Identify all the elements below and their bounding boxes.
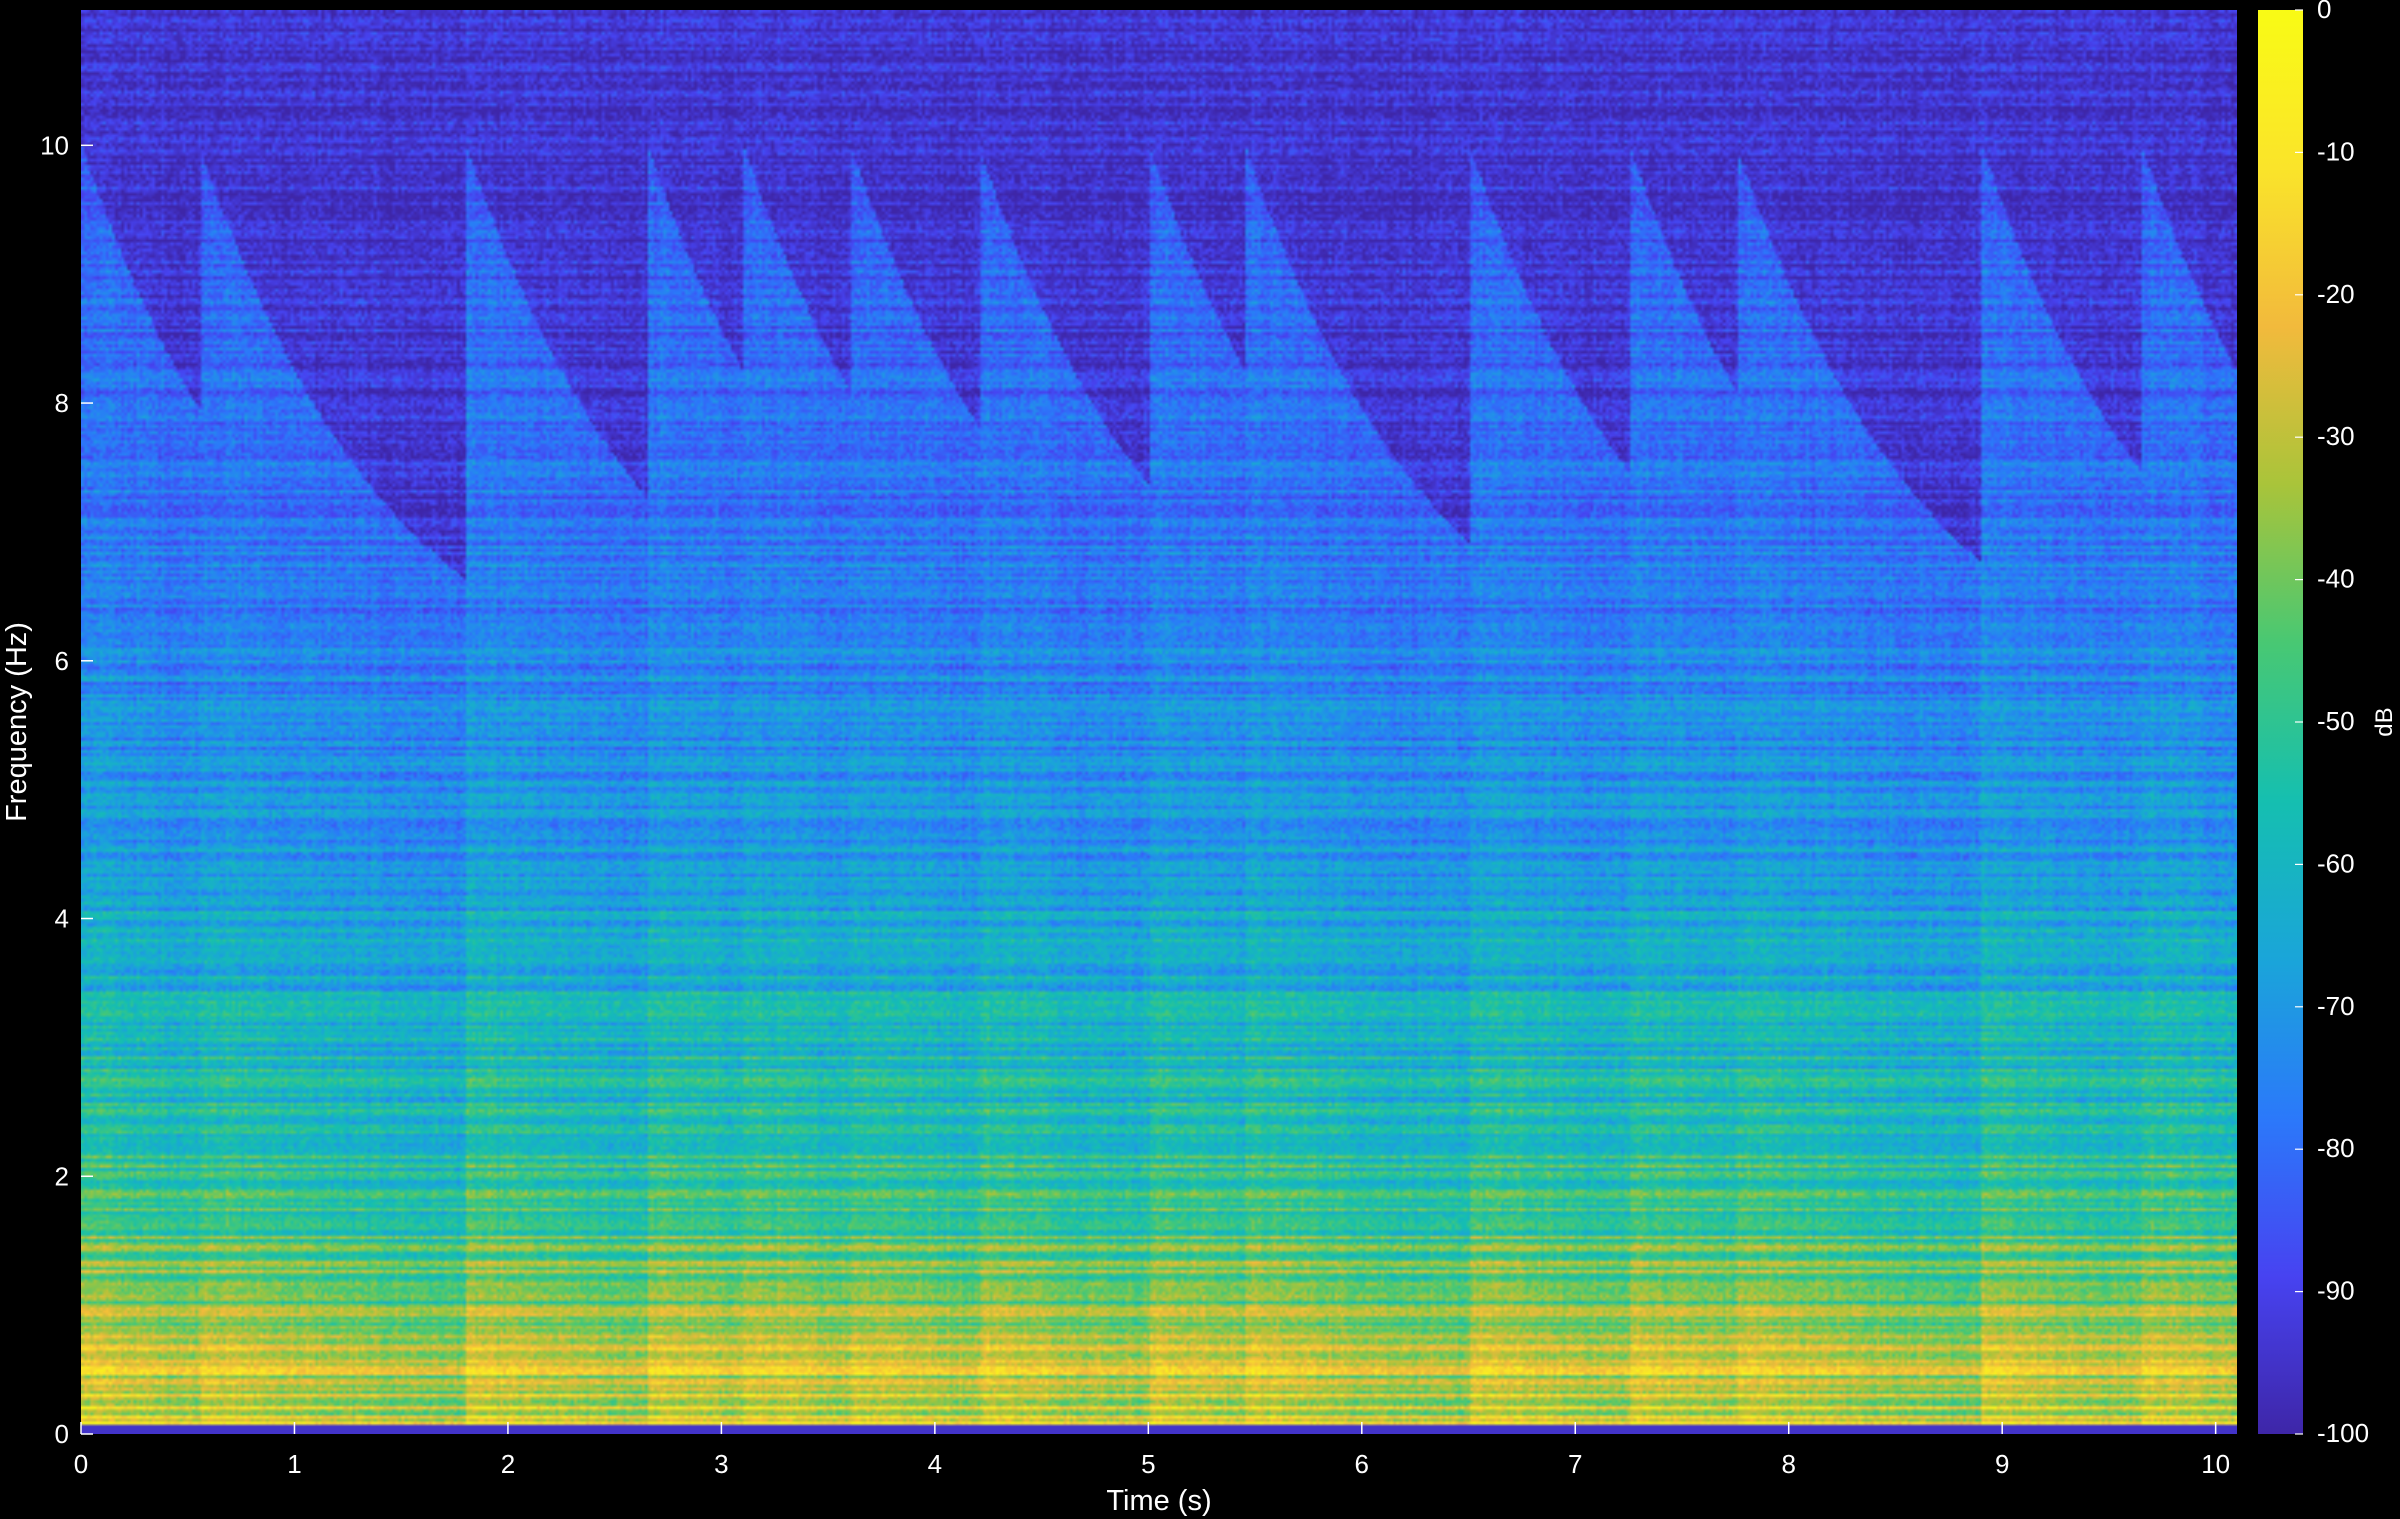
- x-tick-label: 9: [1995, 1449, 2009, 1479]
- colorbar-tick-label: -20: [2317, 279, 2355, 309]
- colorbar-tick-label: -60: [2317, 848, 2355, 878]
- x-tick-label: 10: [2201, 1449, 2230, 1479]
- plot-area: [81, 10, 2237, 1434]
- colorbar-tick-label: -100: [2317, 1418, 2369, 1448]
- colorbar-tick-label: -90: [2317, 1276, 2355, 1306]
- y-tick-label: 2: [55, 1161, 69, 1191]
- colorbar-tick-label: -50: [2317, 706, 2355, 736]
- y-tick-label: 0: [55, 1419, 69, 1449]
- y-tick-label: 10: [40, 130, 69, 160]
- x-tick-label: 8: [1781, 1449, 1795, 1479]
- x-tick-label: 1: [287, 1449, 301, 1479]
- colorbar: 0 -10 -20 -30 -40 -50 -60 -70 -80 -90 -100 dB: [2258, 0, 2398, 1448]
- colorbar-tick-label: 0: [2317, 0, 2331, 24]
- x-tick-label: 4: [928, 1449, 942, 1479]
- colorbar-ticks: 0 -10 -20 -30 -40 -50 -60 -70 -80 -90 -100: [2295, 0, 2369, 1448]
- x-tick-label: 2: [501, 1449, 515, 1479]
- x-tick-label: 5: [1141, 1449, 1155, 1479]
- y-axis-label: Frequency (Hz): [1, 622, 33, 822]
- colorbar-label: dB: [2371, 707, 2398, 736]
- y-tick-label: 6: [55, 646, 69, 676]
- colorbar-tick-label: -70: [2317, 991, 2355, 1021]
- colorbar-tick-label: -40: [2317, 564, 2355, 594]
- x-tick-label: 6: [1355, 1449, 1369, 1479]
- x-axis-ticks: 0 1 2 3 4 5 6 7 8 9 10: [74, 1422, 2230, 1479]
- colorbar-tick-label: -10: [2317, 136, 2355, 166]
- y-axis-ticks: 0 2 4 6 8 10: [40, 130, 93, 1449]
- colorbar-tick-label: -30: [2317, 421, 2355, 451]
- colorbar-tick-label: -80: [2317, 1133, 2355, 1163]
- x-axis-label: Time (s): [1106, 1485, 1211, 1517]
- y-tick-label: 4: [55, 904, 69, 934]
- y-tick-label: 8: [55, 388, 69, 418]
- x-tick-label: 7: [1568, 1449, 1582, 1479]
- x-tick-label: 3: [714, 1449, 728, 1479]
- spectrogram-heatmap: [81, 10, 2237, 1434]
- x-tick-label: 0: [74, 1449, 88, 1479]
